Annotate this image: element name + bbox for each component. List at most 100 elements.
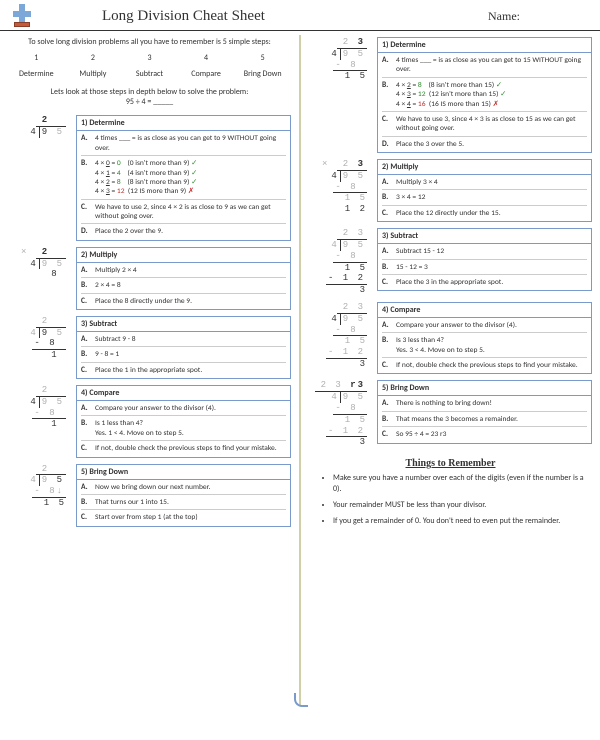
- step-names: Determine Multiply Subtract Compare Brin…: [8, 69, 291, 79]
- text: 2 × 4 = 8: [95, 281, 121, 290]
- sub: - 8: [333, 403, 367, 415]
- label: A.: [382, 321, 392, 330]
- label: D.: [382, 140, 392, 149]
- divisor: 4: [331, 392, 338, 402]
- box-heading: 3) Subtract: [77, 317, 290, 332]
- result: 1: [8, 419, 66, 430]
- section-l2: × 2 49 5 8 2) Multiply A.Multiply 2 × 4 …: [8, 247, 291, 310]
- check-icon: ✓: [500, 90, 506, 99]
- sub2: - 1 2: [326, 273, 367, 285]
- result: 1 5: [8, 498, 66, 509]
- check-icon: ✓: [191, 169, 197, 178]
- label: B.: [382, 415, 392, 424]
- sub: - 8: [333, 251, 367, 263]
- step-numbers: 1 2 3 4 5: [8, 53, 291, 63]
- label: C.: [382, 209, 392, 218]
- step-name: Subtract: [121, 69, 178, 79]
- thing-item: Make sure you have a number over each of…: [333, 473, 586, 494]
- label: D.: [81, 227, 91, 236]
- text: So 95 ÷ 4 = 23 r3: [396, 430, 446, 439]
- logo-cross-icon: [10, 4, 34, 28]
- text: Subtract 9 - 8: [95, 335, 136, 344]
- label: B.: [81, 419, 91, 438]
- box-heading: 4) Compare: [77, 386, 290, 401]
- times-icon: ×: [21, 247, 28, 257]
- text: Place the 12 directly under the 15.: [396, 209, 501, 218]
- section-l5: 2 49 5 - 8↓ 1 5 5) Bring Down A.Now we b…: [8, 464, 291, 527]
- box-r2: 2) Multiply A.Multiply 3 × 4 B.3 × 4 = 1…: [377, 159, 592, 222]
- section-r5: 2 3 r3 49 5 - 8 1 5 - 1 2 3 5) Bring Dow…: [309, 380, 592, 448]
- work-r3: 2 3 49 5 - 8 1 5 - 1 2 3: [309, 228, 371, 296]
- divisor: 4: [331, 314, 338, 324]
- step-num: 1: [8, 53, 65, 63]
- box-l1: 1) Determine A.4 times ___ = is as close…: [76, 115, 291, 240]
- text: There is nothing to bring down!: [396, 399, 492, 408]
- label: A.: [382, 399, 392, 408]
- text: Start over from step 1 (at the top): [95, 513, 198, 522]
- problem-text: Lets look at those steps in depth below …: [51, 87, 249, 97]
- quotient: 2: [36, 316, 66, 328]
- label: C.: [382, 430, 392, 439]
- text: 4 × 2 = 8 (8 isn't more than 15) ✓ 4 × 3…: [396, 81, 506, 109]
- left-column: To solve long division problems all you …: [0, 31, 299, 705]
- section-l1: 2 49 5 1) Determine A.4 times ___ = is a…: [8, 115, 291, 240]
- label: C.: [81, 444, 91, 453]
- check-icon: ✓: [191, 159, 197, 168]
- things-to-remember: Things to Remember Make sure you have a …: [309, 454, 592, 537]
- label: B.: [81, 498, 91, 507]
- step-num: 3: [121, 53, 178, 63]
- label: B.: [382, 263, 392, 272]
- check-icon: ✓: [191, 178, 197, 187]
- label: C.: [81, 203, 91, 222]
- note: (8 isn't more than 9): [128, 178, 190, 187]
- label: B.: [382, 193, 392, 202]
- text: Multiply 3 × 4: [396, 178, 438, 187]
- label: A.: [382, 178, 392, 187]
- x-icon: ✗: [188, 187, 194, 196]
- result2: 3: [309, 359, 367, 370]
- label: B.: [382, 81, 392, 109]
- text: Place the 2 over the 9.: [95, 227, 163, 236]
- label: A.: [382, 56, 392, 75]
- label: A.: [81, 134, 91, 153]
- section-r1: 2 3 49 5 - 8 1 5 1) Determine A.4 times …: [309, 37, 592, 153]
- text: Now we bring down our next number.: [95, 483, 210, 492]
- box-l2: 2) Multiply A.Multiply 2 × 4 B.2 × 4 = 8…: [76, 247, 291, 310]
- box-heading: 1) Determine: [77, 116, 290, 131]
- result2: 3: [309, 437, 367, 448]
- box-heading: 5) Bring Down: [378, 381, 591, 396]
- page-body: To solve long division problems all you …: [0, 31, 600, 705]
- label: C.: [382, 115, 392, 134]
- label: C.: [81, 513, 91, 522]
- work-l1: 2 49 5: [8, 115, 70, 138]
- quotient: 2: [42, 115, 64, 125]
- text: 15 - 12 = 3: [396, 263, 428, 272]
- problem-eq: 95 ÷ 4 = _____: [126, 97, 173, 107]
- step-num: 4: [178, 53, 235, 63]
- sub: - 8: [32, 408, 66, 420]
- note: (12 isn't more than 15): [429, 90, 498, 99]
- label: C.: [382, 361, 392, 370]
- text: 3 × 4 = 12: [396, 193, 425, 202]
- text: Is 3 less than 4? Yes. 3 < 4. Move on to…: [396, 336, 485, 355]
- step-name: Multiply: [65, 69, 122, 79]
- column-divider: [299, 35, 301, 705]
- step-num: 2: [65, 53, 122, 63]
- x-icon: ✗: [493, 100, 499, 109]
- section-l4: 2 49 5 - 8 1 4) Compare A.Compare your a…: [8, 385, 291, 458]
- step-name: Bring Down: [234, 69, 291, 79]
- text: Place the 3 in the appropriate spot.: [396, 278, 503, 287]
- text: Place the 3 over the 5.: [396, 140, 464, 149]
- result: 1: [8, 350, 66, 361]
- label: B.: [81, 281, 91, 290]
- name-label: Name:: [488, 9, 590, 24]
- label: A.: [81, 404, 91, 413]
- section-r4: 2 3 49 5 - 8 1 5 - 1 2 3 4) Compare A.Co…: [309, 302, 592, 375]
- label: B.: [81, 159, 91, 197]
- label: C.: [382, 278, 392, 287]
- text: Subtract 15 - 12: [396, 247, 444, 256]
- quotient: 2: [36, 464, 66, 476]
- quotient: 2 3: [337, 302, 367, 314]
- text: Compare your answer to the divisor (4).: [95, 404, 216, 413]
- thing-item: Your remainder MUST be less than your di…: [333, 500, 586, 510]
